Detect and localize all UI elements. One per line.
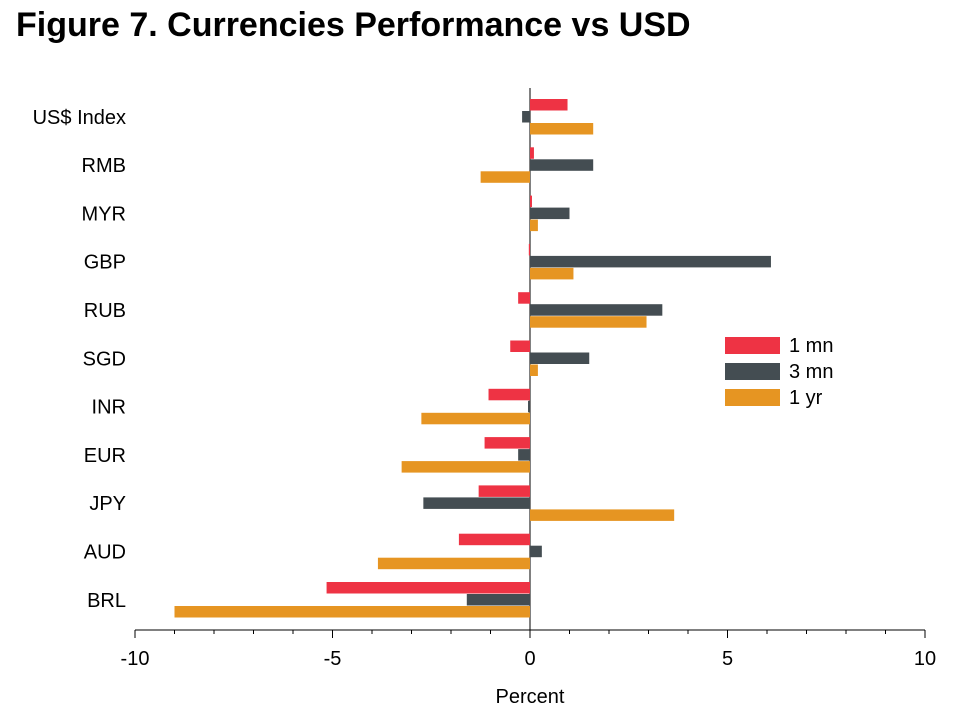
bar-jpy-1mn	[478, 485, 530, 497]
bar-rub-3mn	[530, 304, 663, 316]
bar-sgd-1yr	[530, 364, 538, 376]
bar-rub-1yr	[530, 316, 647, 328]
category-label: SGD	[83, 348, 126, 370]
category-label: INR	[92, 397, 126, 419]
bar-us-index-1mn	[530, 99, 568, 111]
category-label: AUD	[84, 541, 126, 563]
bar-jpy-1yr	[530, 509, 675, 521]
bar-rmb-1mn	[530, 147, 534, 159]
bar-brl-3mn	[466, 594, 530, 606]
bar-rmb-1yr	[480, 171, 530, 183]
bar-eur-1mn	[484, 437, 530, 449]
category-label: GBP	[84, 252, 126, 274]
category-label: US$ Index	[33, 107, 126, 129]
bar-aud-1yr	[377, 557, 530, 570]
bar-us-index-3mn	[522, 111, 530, 123]
category-label: JPY	[89, 493, 126, 515]
bar-eur-3mn	[518, 449, 530, 461]
bar-rmb-3mn	[530, 159, 594, 171]
bar-inr-1yr	[421, 412, 530, 425]
category-label: MYR	[82, 203, 126, 225]
legend-label: 1 yr	[789, 387, 823, 409]
x-tick-label: 0	[524, 648, 535, 670]
bar-myr-3mn	[530, 207, 570, 220]
bar-brl-1mn	[326, 582, 530, 594]
bar-aud-1mn	[458, 533, 530, 546]
bar-sgd-3mn	[530, 352, 590, 364]
x-axis-title: Percent	[496, 686, 565, 708]
legend-swatch	[725, 337, 780, 354]
legend-swatch	[725, 363, 780, 380]
category-label: RUB	[84, 300, 126, 322]
bar-inr-3mn	[528, 400, 530, 413]
legend-label: 1 mn	[789, 335, 833, 357]
bar-sgd-1mn	[510, 340, 530, 352]
bar-inr-1mn	[488, 388, 530, 401]
category-label: RMB	[82, 155, 126, 177]
bar-aud-3mn	[530, 545, 542, 558]
bars	[174, 99, 771, 618]
category-label: EUR	[84, 445, 126, 467]
x-tick-label: 10	[914, 648, 936, 670]
chart-title: Figure 7. Currencies Performance vs USD	[16, 6, 691, 44]
bar-myr-1mn	[530, 195, 532, 208]
legend-label: 3 mn	[789, 361, 833, 383]
bar-gbp-1mn	[528, 243, 530, 256]
bar-brl-1yr	[174, 606, 530, 618]
bar-eur-1yr	[401, 461, 530, 473]
x-tick-label: -10	[121, 648, 150, 670]
x-tick-label: 5	[722, 648, 733, 670]
legend: 1 mn 3 mn 1 yr	[725, 335, 833, 409]
bar-myr-1yr	[530, 219, 538, 232]
x-tick-label: -5	[324, 648, 342, 670]
bar-jpy-3mn	[423, 497, 530, 509]
bar-gbp-3mn	[530, 255, 771, 268]
bar-gbp-1yr	[530, 267, 574, 280]
legend-swatch	[725, 389, 780, 406]
category-labels: US$ Index RMB MYR GBP RUB SGD INR EUR JPY AUD BRL	[33, 107, 126, 612]
x-axis-ticks: -10 -5 0 5 10	[121, 630, 936, 670]
category-label: BRL	[87, 590, 126, 612]
bar-rub-1mn	[518, 292, 530, 304]
bar-us-index-1yr	[530, 123, 594, 135]
